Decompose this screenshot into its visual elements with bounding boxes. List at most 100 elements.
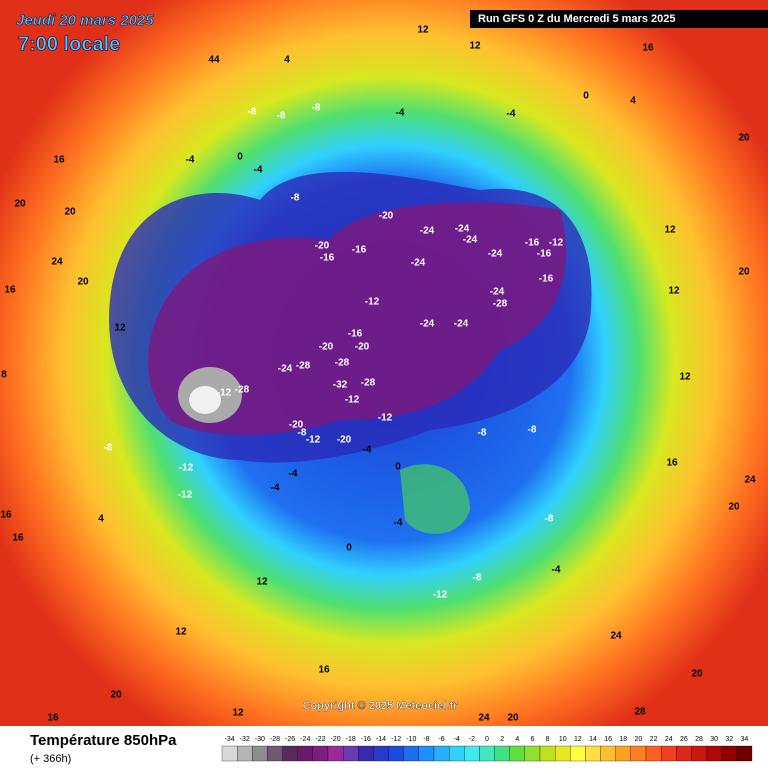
scale-swatch [358, 745, 374, 762]
temperature-label: 12 [417, 25, 429, 36]
temperature-label: -24 [488, 249, 503, 260]
run-info: Run GFS 0 Z du Mercredi 5 mars 2025 [478, 13, 675, 25]
scale-swatch [706, 745, 722, 762]
scale-label: 12 [574, 736, 582, 743]
temperature-label: -8 [545, 514, 554, 525]
scale-label: 10 [559, 736, 567, 743]
temperature-label: -24 [411, 258, 426, 269]
scale-swatch [373, 745, 389, 762]
temperature-label: -4 [552, 565, 561, 576]
temperature-label: -20 [355, 342, 370, 353]
temperature-label: 20 [691, 669, 703, 680]
scale-label: -32 [240, 736, 250, 743]
scale-swatch [221, 745, 238, 762]
temperature-label: 0 [395, 462, 401, 473]
temperature-label: -12 [549, 238, 564, 249]
temperature-label: 16 [53, 155, 65, 166]
coldest-core-inner [189, 386, 221, 414]
temperature-label: 20 [110, 690, 122, 701]
temperature-label: -24 [420, 319, 435, 330]
temperature-label: -24 [490, 287, 505, 298]
temperature-label: -16 [537, 249, 552, 260]
scale-label: -30 [255, 736, 265, 743]
temperature-label: -28 [493, 299, 508, 310]
temperature-label: -32 [333, 380, 348, 391]
scale-swatch [479, 745, 495, 762]
scale-swatch [509, 745, 526, 762]
scale-label: 30 [710, 736, 718, 743]
scale-label: -26 [285, 736, 295, 743]
temperature-label: 44 [208, 55, 220, 66]
temperature-label: -4 [186, 155, 195, 166]
temperature-label: 12 [256, 577, 268, 588]
temperature-label: -8 [478, 428, 487, 439]
scale-swatch [676, 745, 692, 762]
scale-swatch [388, 745, 404, 762]
temperature-label: 0 [346, 543, 352, 554]
temperature-label: 4 [98, 514, 104, 525]
scale-swatch [615, 745, 632, 762]
temperature-label: 16 [0, 510, 12, 521]
footer-title: Température 850hPa [30, 732, 177, 749]
scale-label: 32 [725, 736, 733, 743]
temperature-label: -24 [454, 319, 469, 330]
scale-swatch [342, 745, 359, 762]
temperature-label: 4 [630, 96, 636, 107]
temperature-label: -8 [298, 428, 307, 439]
scale-label: -4 [454, 736, 460, 743]
temperature-label: -12 [179, 463, 194, 474]
scale-label: -28 [270, 736, 280, 743]
temperature-label: -16 [320, 253, 335, 264]
temperature-label: -28 [361, 378, 376, 389]
run-box [470, 10, 768, 28]
scale-label: 16 [604, 736, 612, 743]
scale-label: 4 [515, 736, 519, 743]
temperature-label: 12 [232, 708, 244, 719]
temperature-label: 24 [51, 257, 63, 268]
scale-swatch [539, 745, 556, 762]
temperature-label: 8 [1, 370, 7, 381]
temperature-label: -20 [379, 211, 394, 222]
scale-label: -10 [406, 736, 416, 743]
temperature-label: -4 [289, 469, 298, 480]
temperature-label: 12 [114, 323, 126, 334]
scale-label: -22 [315, 736, 325, 743]
temperature-label: 20 [738, 267, 750, 278]
scale-swatch [585, 745, 601, 762]
scale-swatch [236, 745, 253, 762]
temperature-label: 24 [478, 713, 490, 724]
temperature-label: -4 [396, 108, 405, 119]
temperature-label: -20 [319, 342, 334, 353]
temperature-label: 24 [744, 475, 756, 486]
land-patch [400, 464, 470, 534]
scale-label: 22 [650, 736, 658, 743]
scale-label: 2 [500, 736, 504, 743]
temperature-label: 16 [318, 665, 330, 676]
temperature-label: -8 [277, 111, 286, 122]
temperature-label: -28 [235, 385, 250, 396]
scale-swatch [252, 745, 268, 762]
temperature-label: 16 [4, 285, 16, 296]
temperature-label: -20 [337, 435, 352, 446]
temperature-label: -4 [394, 518, 403, 529]
temperature-label: -12 [365, 297, 380, 308]
temperature-label: 20 [738, 133, 750, 144]
scale-swatch [433, 745, 450, 762]
temperature-label: 0 [237, 152, 243, 163]
scale-swatch [403, 745, 420, 762]
scale-label: -2 [469, 736, 475, 743]
scale-swatch [494, 745, 510, 762]
temperature-label: -4 [271, 483, 280, 494]
scale-label: -6 [438, 736, 444, 743]
temperature-label: 12 [175, 627, 187, 638]
temperature-label: -4 [254, 165, 263, 176]
temperature-label: -12 [306, 435, 321, 446]
scale-label: 18 [619, 736, 627, 743]
scale-swatch [297, 745, 314, 762]
temperature-label: -4 [507, 109, 516, 120]
scale-swatch [736, 745, 753, 762]
temperature-label: -28 [296, 361, 311, 372]
scale-swatch [312, 745, 329, 762]
scale-label: -8 [423, 736, 429, 743]
